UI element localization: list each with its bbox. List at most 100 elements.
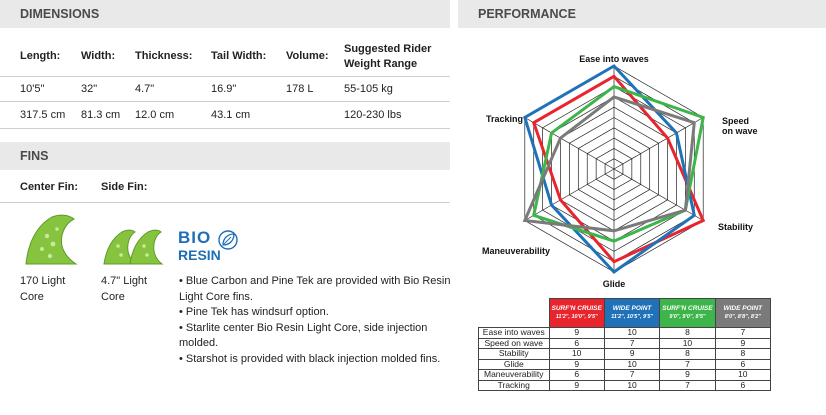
- series-sizes: 9'0", 9'0", 8'5": [669, 314, 706, 320]
- series-sizes: 8'0", 8'8", 8'2": [724, 314, 761, 320]
- row-label: Speed on wave: [478, 337, 550, 349]
- note-item: • Starlite center Bio Resin Light Core, …: [179, 321, 428, 350]
- table-cell: 8: [714, 348, 772, 360]
- cell-tail-metric: 43.1 cm: [211, 109, 251, 121]
- bio-logo-top: BIO: [178, 228, 212, 247]
- table-cell: 7: [659, 379, 716, 391]
- note-item: • Blue Carbon and Pine Tek are provided …: [179, 275, 451, 303]
- dimensions-heading: DIMENSIONS: [0, 0, 450, 28]
- col-tail-width: Tail Width:: [211, 50, 267, 62]
- cell-volume: 178 L: [286, 83, 314, 95]
- table-cell: 9: [548, 327, 605, 339]
- col-thickness: Thickness:: [135, 50, 193, 62]
- table-cell: 8: [659, 327, 716, 339]
- table-cell: 9: [548, 379, 605, 391]
- col-weight-range: Suggested Rider Weight Range: [344, 43, 432, 70]
- table-cell: 6: [548, 337, 605, 349]
- table-cell: 10: [603, 358, 661, 370]
- row-label: Glide: [478, 358, 550, 370]
- dimensions-table: Length: Width: Thickness: Tail Width: Vo…: [0, 36, 450, 128]
- table-cell: 9: [714, 337, 772, 349]
- table-row: Speed on wave 6 7 10 9: [478, 337, 772, 349]
- cell-tail-imperial: 16.9": [211, 83, 237, 95]
- note-item: • Pine Tek has windsurf option.: [179, 306, 329, 318]
- table-cell: 10: [714, 369, 772, 381]
- table-row: Maneuverability 6 7 9 10: [478, 369, 772, 381]
- table-cell: 7: [714, 327, 772, 339]
- side-fin-caption: 4.7" Light Core: [101, 275, 148, 303]
- table-row: Ease into waves 9 10 8 7: [478, 327, 772, 339]
- fin-notes: • Blue Carbon and Pine Tek are provided …: [179, 274, 454, 367]
- table-cell: 6: [548, 369, 605, 381]
- table-cell: 10: [603, 379, 661, 391]
- radar-series-4: [522, 95, 696, 233]
- radar-series-3: [531, 84, 705, 243]
- divider: [0, 76, 450, 77]
- table-cell: 10: [603, 327, 661, 339]
- table-cell: 10: [548, 348, 605, 360]
- col-width: Width:: [81, 50, 116, 62]
- radar-axis: [613, 168, 704, 221]
- bio-resin-logo: BIO RESIN: [178, 228, 238, 264]
- row-label: Stability: [478, 348, 550, 360]
- leaf-icon: [218, 230, 238, 250]
- series-title: SURF'N CRUISE: [662, 305, 713, 312]
- table-series-header: WIDE POINT 11'2", 10'5", 9'5": [603, 298, 661, 328]
- table-cell: 7: [603, 369, 661, 381]
- radar-label: Maneuverability: [482, 246, 550, 256]
- radar-labels: Ease into waves Speed on wave Stability Glid…: [482, 54, 758, 289]
- radar-label: Speed on wave: [722, 116, 758, 136]
- table-series-header: SURF'N CRUISE 9'0", 9'0", 8'5": [659, 298, 716, 328]
- table-cell: 7: [603, 337, 661, 349]
- radar-series: [522, 64, 706, 274]
- table-row: Tracking 9 10 7 6: [478, 379, 772, 391]
- series-sizes: 11'2", 10'5", 9'5": [611, 314, 654, 320]
- fins-heading: FINS: [0, 142, 450, 170]
- table-cell: 9: [548, 358, 605, 370]
- table-cell: 10: [659, 337, 716, 349]
- cell-thickness-metric: 12.0 cm: [135, 109, 175, 121]
- table-cell: 8: [659, 348, 716, 360]
- radar-label: Stability: [718, 222, 753, 232]
- cell-weight-kg: 55-105 kg: [344, 83, 393, 95]
- performance-table: SURF'N CRUISE 11'2", 10'0", 9'5" WIDE POIN…: [478, 298, 772, 391]
- row-label: Maneuverability: [478, 369, 550, 381]
- series-title: WIDE POINT: [612, 305, 652, 312]
- note-item: • Starshot is provided with black inject…: [179, 352, 441, 365]
- table-series-header: SURF'N CRUISE 11'2", 10'0", 9'5": [548, 298, 605, 328]
- table-cell: 6: [714, 379, 772, 391]
- side-fin-label: Side Fin:: [101, 181, 148, 193]
- bio-logo-bottom: RESIN: [178, 247, 221, 263]
- divider: [0, 101, 450, 102]
- cell-weight-lbs: 120-230 lbs: [344, 109, 402, 121]
- table-row: Glide 9 10 7 6: [478, 358, 772, 370]
- radar-axis: [524, 168, 615, 221]
- series-sizes: 11'2", 10'0", 9'5": [555, 314, 598, 320]
- table-cell: 9: [603, 348, 661, 360]
- center-fin-image: [25, 214, 78, 265]
- performance-radar-chart: Ease into waves Speed on wave Stability Glid…: [482, 54, 758, 289]
- table-cell: 7: [659, 358, 716, 370]
- row-label: Tracking: [478, 379, 550, 391]
- divider: [0, 202, 450, 203]
- table-cell: 9: [659, 369, 716, 381]
- radar-series-1: [531, 74, 706, 264]
- cell-width-metric: 81.3 cm: [81, 109, 121, 121]
- cell-length-imperial: 10'5": [20, 83, 45, 95]
- table-corner: [478, 298, 550, 328]
- radar-label: Glide: [603, 279, 626, 289]
- cell-width-imperial: 32": [81, 83, 98, 95]
- table-row: Stability 10 9 8 8: [478, 348, 772, 360]
- cell-thickness-imperial: 4.7": [135, 83, 155, 95]
- row-label: Ease into waves: [478, 327, 550, 339]
- cell-length-metric: 317.5 cm: [20, 109, 66, 121]
- series-title: WIDE POINT: [723, 305, 763, 312]
- divider: [0, 128, 450, 129]
- radar-axis: [524, 117, 615, 170]
- radar-label: Tracking: [486, 114, 523, 124]
- radar-series-2: [523, 64, 696, 274]
- performance-heading: PERFORMANCE: [458, 0, 826, 28]
- side-fin-image: [103, 229, 164, 265]
- col-volume: Volume:: [286, 50, 329, 62]
- radar-label: Ease into waves: [579, 54, 649, 64]
